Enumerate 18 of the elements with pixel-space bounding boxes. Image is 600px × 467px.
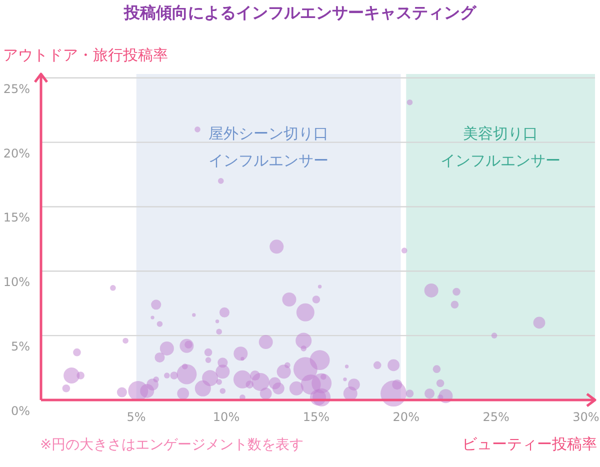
y-tick-label: 5% — [10, 340, 30, 354]
x-tick-label: 30% — [572, 410, 600, 424]
text: ※円の大きさはエンゲージメント数を表す — [40, 437, 304, 453]
x-tick-label: 25% — [482, 410, 510, 424]
y-tick-label: 0% — [10, 404, 30, 418]
chart-title: 投稿傾向によるインフルエンサーキャスティング — [123, 3, 477, 22]
y-tick-label: 15% — [3, 210, 30, 225]
y-tick-label: 10% — [3, 275, 30, 290]
x-axis-title: ビューティー投稿率 — [462, 435, 597, 453]
x-tick-label: 20% — [392, 410, 420, 424]
y-axis-title: アウトドア・旅行投稿率 — [3, 46, 168, 64]
x-tick-label: 5% — [126, 410, 146, 424]
x-tick-label: 15% — [302, 410, 330, 424]
x-tick-label: 10% — [212, 410, 240, 424]
y-tick-label: 25% — [3, 82, 30, 96]
band-label: 屋外シーン切り口インフルエンサー — [208, 124, 329, 170]
band-label: 美容切り口インフルエンサー — [440, 124, 561, 170]
y-tick-label: 20% — [3, 146, 30, 160]
